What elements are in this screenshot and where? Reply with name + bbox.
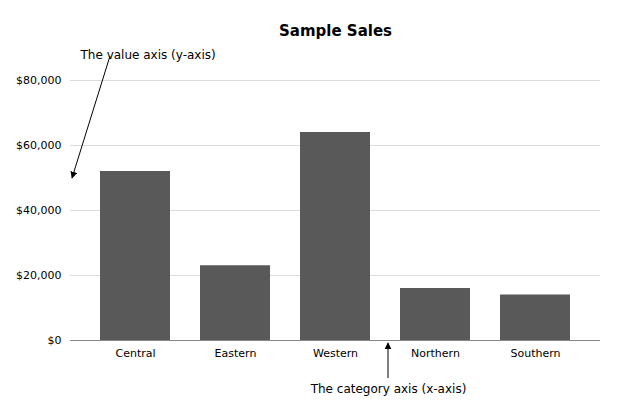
svg-text:Northern: Northern: [411, 347, 460, 360]
svg-text:$0: $0: [48, 334, 62, 347]
svg-text:The category axis (x-axis): The category axis (x-axis): [310, 382, 467, 396]
svg-text:$20,000: $20,000: [16, 269, 62, 282]
svg-text:$80,000: $80,000: [16, 74, 62, 87]
svg-text:$40,000: $40,000: [16, 204, 62, 217]
svg-text:Western: Western: [313, 347, 358, 360]
svg-text:Southern: Southern: [510, 347, 560, 360]
svg-text:Central: Central: [115, 347, 155, 360]
svg-text:The value axis (y-axis): The value axis (y-axis): [80, 48, 216, 62]
svg-text:$60,000: $60,000: [16, 139, 62, 152]
svg-text:Sample Sales: Sample Sales: [279, 22, 392, 40]
svg-text:Eastern: Eastern: [215, 347, 257, 360]
